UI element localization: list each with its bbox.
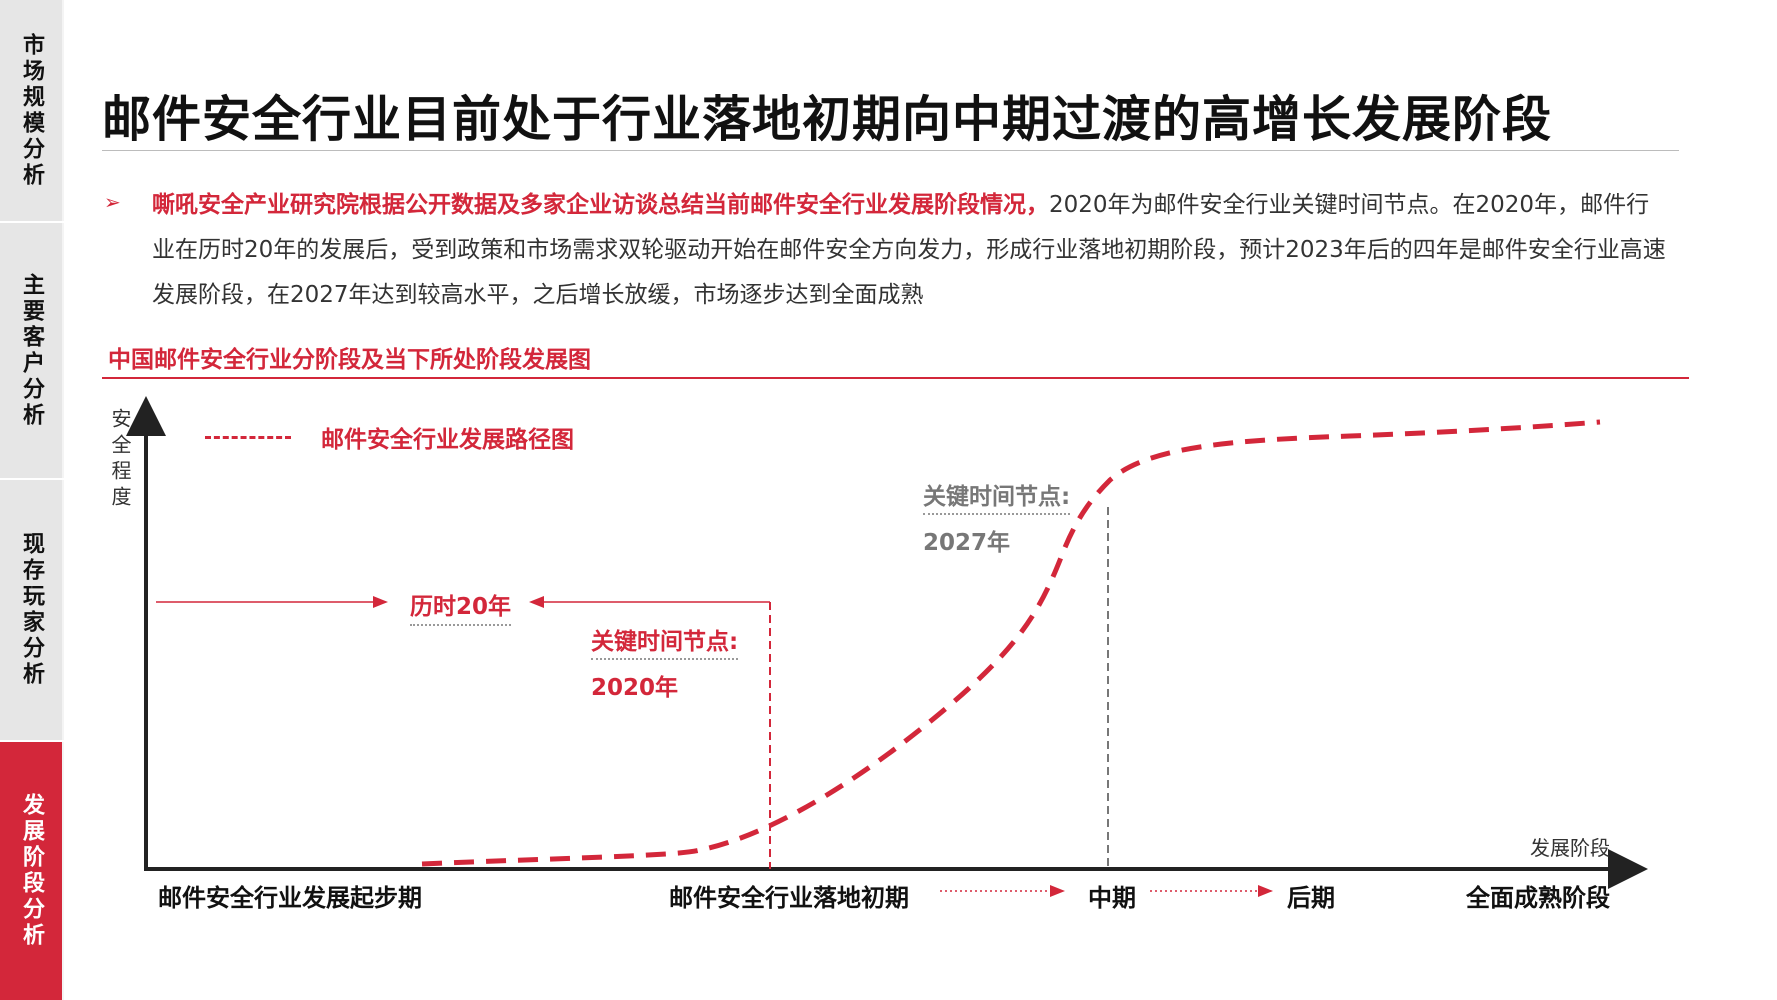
tab-label: 现存玩家分析 — [19, 532, 44, 688]
stage-middle: 中期 — [1088, 884, 1136, 912]
stage-late: 后期 — [1287, 884, 1335, 912]
tab-label: 发展阶段分析 — [19, 793, 44, 949]
summary-paragraph: 嘶吼安全产业研究院根据公开数据及多家企业访谈总结当前邮件安全行业发展阶段情况，2… — [152, 183, 1672, 318]
stage-early-adoption: 邮件安全行业落地初期 — [669, 884, 909, 912]
span-label: 历时20年 — [410, 587, 512, 626]
key-point-2027: 关键时间节点: 2027年 — [923, 477, 1071, 557]
legend: 邮件安全行业发展路径图 — [205, 420, 574, 454]
key-point-2020: 关键时间节点: 2020年 — [591, 622, 739, 702]
stage-mature: 全面成熟阶段 — [1466, 884, 1610, 912]
key-point-year: 2020年 — [591, 675, 679, 701]
legend-dashed-line-icon — [205, 435, 291, 439]
title-divider — [102, 150, 1679, 151]
legend-label: 邮件安全行业发展路径图 — [321, 427, 574, 453]
bullet-arrow-icon: ➢ — [104, 190, 121, 214]
stage-startup: 邮件安全行业发展起步期 — [158, 884, 422, 912]
tab-current-players[interactable]: 现存玩家分析 — [0, 480, 64, 740]
development-path-curve — [421, 419, 1601, 867]
diagram-title-divider — [102, 377, 1689, 379]
sidebar: 市场规模分析 主要客户分析 现存玩家分析 发展阶段分析 — [0, 0, 64, 1000]
key-point-label: 关键时间节点: — [591, 622, 739, 660]
key-point-year: 2027年 — [923, 530, 1011, 556]
summary-body: 2020年为邮件安全行业关键时间节点。在2020年，邮件行业在历时20年的发展后… — [152, 192, 1666, 308]
tab-key-customers[interactable]: 主要客户分析 — [0, 223, 64, 478]
tab-label: 主要客户分析 — [19, 272, 44, 429]
key-point-label: 关键时间节点: — [923, 477, 1071, 515]
summary-lead: 嘶吼安全产业研究院根据公开数据及多家企业访谈总结当前邮件安全行业发展阶段情况， — [152, 192, 1049, 218]
diagram-title: 中国邮件安全行业分阶段及当下所处阶段发展图 — [108, 347, 591, 373]
x-axis-label: 发展阶段 — [1530, 836, 1610, 860]
y-axis-label: 安全程度 — [108, 408, 132, 512]
tab-label: 市场规模分析 — [19, 32, 44, 189]
page-title: 邮件安全行业目前处于行业落地初期向中期过渡的高增长发展阶段 — [102, 91, 1553, 148]
tab-development-stage[interactable]: 发展阶段分析 — [0, 742, 64, 1000]
tab-market-size[interactable]: 市场规模分析 — [0, 0, 64, 221]
